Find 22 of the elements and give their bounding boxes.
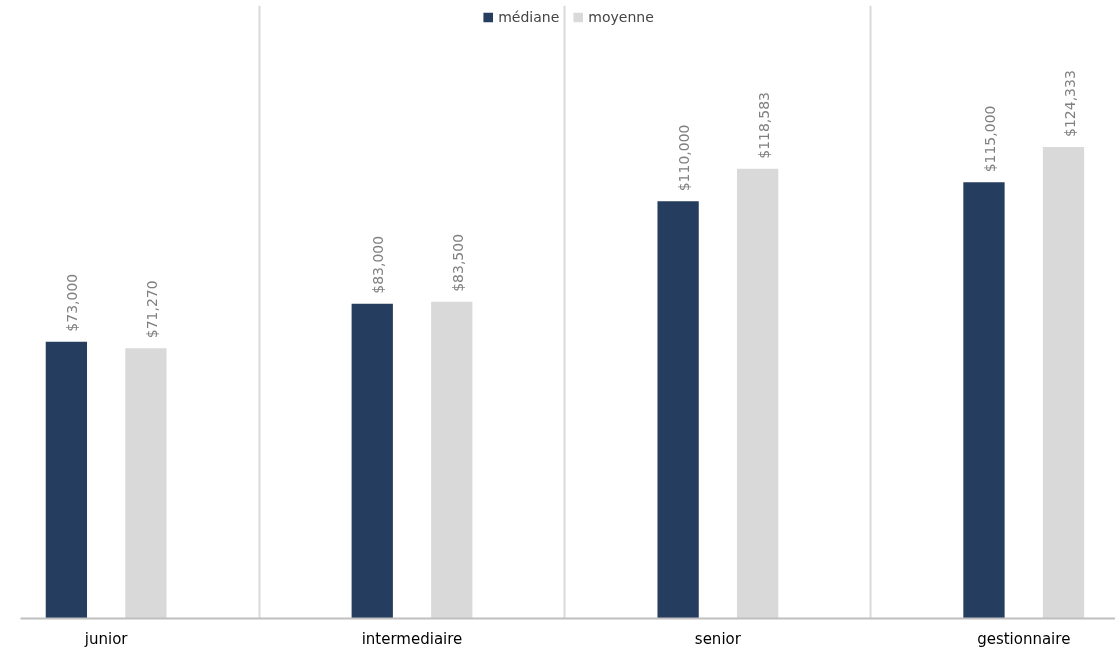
legend-label: médiane: [498, 9, 560, 25]
x-tick-label: junior: [83, 629, 129, 648]
bar: [1042, 146, 1085, 619]
legend-label: moyenne: [588, 9, 654, 25]
bar: [125, 348, 167, 619]
bar: [963, 182, 1005, 619]
data-label: $83,000: [370, 235, 387, 294]
data-label: $115,000: [981, 105, 998, 173]
x-tick-label: gestionnaire: [977, 629, 1071, 648]
data-label: $118,583: [755, 91, 772, 159]
data-label: $73,000: [64, 273, 81, 332]
data-label: $71,270: [143, 280, 160, 339]
data-label: $110,000: [676, 124, 693, 192]
data-label: $83,500: [449, 233, 466, 292]
x-tick-label: intermediaire: [361, 629, 463, 648]
bar: [351, 303, 393, 619]
bar: [45, 341, 88, 619]
bar: [431, 301, 473, 619]
x-tick-label: senior: [694, 629, 742, 648]
bar: [657, 201, 699, 619]
data-label: $124,333: [1061, 70, 1078, 137]
bar: [736, 168, 779, 619]
